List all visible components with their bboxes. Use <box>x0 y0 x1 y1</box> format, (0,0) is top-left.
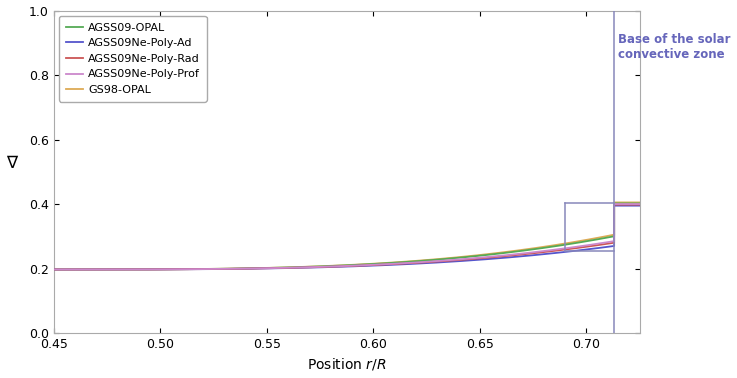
AGSS09Ne-Poly-Prof <box>571 245 580 249</box>
AGSS09Ne-Poly-Prof <box>49 267 58 272</box>
AGSS09Ne-Poly-Ad <box>519 254 528 259</box>
AGSS09-OPAL <box>609 201 618 206</box>
AGSS09Ne-Poly-Ad <box>609 203 618 208</box>
Y-axis label: $\nabla$: $\nabla$ <box>6 154 18 172</box>
AGSS09-OPAL <box>635 201 644 206</box>
AGSS09Ne-Poly-Rad <box>178 267 186 271</box>
GS98-OPAL <box>540 245 549 249</box>
AGSS09Ne-Poly-Rad <box>609 202 618 207</box>
Text: Base of the solar
convective zone: Base of the solar convective zone <box>618 33 731 61</box>
AGSS09Ne-Poly-Prof <box>611 202 620 206</box>
AGSS09Ne-Poly-Ad <box>611 203 620 208</box>
GS98-OPAL <box>571 240 580 244</box>
AGSS09-OPAL <box>611 201 620 206</box>
AGSS09Ne-Poly-Ad <box>178 267 186 271</box>
AGSS09Ne-Poly-Prof <box>178 267 186 271</box>
GS98-OPAL <box>609 200 618 205</box>
AGSS09Ne-Poly-Prof <box>540 249 549 253</box>
GS98-OPAL <box>519 248 528 252</box>
AGSS09Ne-Poly-Rad <box>611 202 620 207</box>
AGSS09-OPAL <box>519 248 528 253</box>
Legend: AGSS09-OPAL, AGSS09Ne-Poly-Ad, AGSS09Ne-Poly-Rad, AGSS09Ne-Poly-Prof, GS98-OPAL: AGSS09-OPAL, AGSS09Ne-Poly-Ad, AGSS09Ne-… <box>59 16 206 102</box>
AGSS09Ne-Poly-Ad <box>571 248 580 253</box>
X-axis label: Position $r/R$: Position $r/R$ <box>307 356 386 372</box>
AGSS09Ne-Poly-Prof <box>619 202 628 206</box>
Line: AGSS09Ne-Poly-Rad: AGSS09Ne-Poly-Rad <box>54 204 640 270</box>
AGSS09Ne-Poly-Ad <box>540 252 549 256</box>
AGSS09Ne-Poly-Ad <box>49 267 58 272</box>
GS98-OPAL <box>178 267 186 271</box>
Line: AGSS09Ne-Poly-Prof: AGSS09Ne-Poly-Prof <box>54 204 640 270</box>
AGSS09-OPAL <box>49 267 58 272</box>
GS98-OPAL <box>611 200 620 205</box>
AGSS09Ne-Poly-Rad <box>49 267 58 272</box>
AGSS09Ne-Poly-Prof <box>635 202 644 206</box>
AGSS09-OPAL <box>540 245 549 250</box>
AGSS09Ne-Poly-Rad <box>619 202 628 207</box>
GS98-OPAL <box>619 200 628 205</box>
AGSS09Ne-Poly-Ad <box>619 203 628 208</box>
AGSS09Ne-Poly-Rad <box>571 246 580 251</box>
Line: GS98-OPAL: GS98-OPAL <box>54 203 640 270</box>
AGSS09Ne-Poly-Rad <box>540 250 549 254</box>
AGSS09Ne-Poly-Rad <box>519 252 528 257</box>
AGSS09Ne-Poly-Ad <box>635 203 644 208</box>
GS98-OPAL <box>635 200 644 205</box>
Line: AGSS09-OPAL: AGSS09-OPAL <box>54 203 640 270</box>
AGSS09Ne-Poly-Prof <box>609 202 618 206</box>
AGSS09-OPAL <box>178 267 186 271</box>
GS98-OPAL <box>49 267 58 272</box>
AGSS09-OPAL <box>571 241 580 245</box>
Line: AGSS09Ne-Poly-Ad: AGSS09Ne-Poly-Ad <box>54 206 640 270</box>
AGSS09Ne-Poly-Prof <box>519 251 528 256</box>
AGSS09Ne-Poly-Rad <box>635 202 644 207</box>
AGSS09-OPAL <box>619 201 628 206</box>
